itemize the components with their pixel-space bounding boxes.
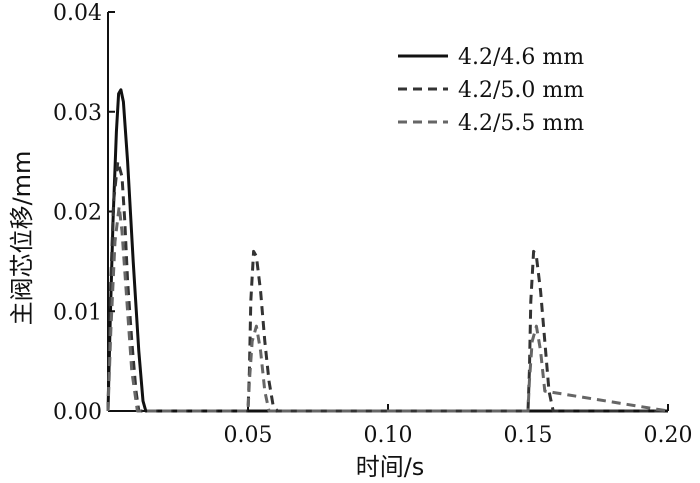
series-line-2 <box>106 160 668 413</box>
series-line-3 <box>106 205 669 413</box>
plot-area <box>106 88 669 413</box>
y-axis-title: 主阀芯位移/mm <box>8 151 36 326</box>
x-tick-label: 0.05 <box>224 423 273 448</box>
x-tick-label: 0.10 <box>364 423 413 448</box>
legend-label: 4.2/4.6 mm <box>458 45 584 70</box>
axes: 0.00 0.01 0.02 0.03 0.04 0.05 0.10 0.15 0.20 <box>53 1 692 448</box>
legend: 4.2/4.6 mm 4.2/5.0 mm 4.2/5.5 mm <box>398 45 584 136</box>
y-tick-label: 0.00 <box>53 400 102 425</box>
y-tick-label: 0.03 <box>53 101 102 126</box>
legend-label: 4.2/5.5 mm <box>458 111 584 136</box>
x-axis-title: 时间/s <box>356 453 425 481</box>
series-line-1 <box>106 88 668 413</box>
x-tick-label: 0.15 <box>504 423 553 448</box>
y-tick-label: 0.04 <box>53 1 102 26</box>
legend-label: 4.2/5.0 mm <box>458 78 584 103</box>
y-tick-label: 0.02 <box>53 201 102 226</box>
y-tick-label: 0.01 <box>53 300 102 325</box>
x-tick-label: 0.20 <box>644 423 693 448</box>
